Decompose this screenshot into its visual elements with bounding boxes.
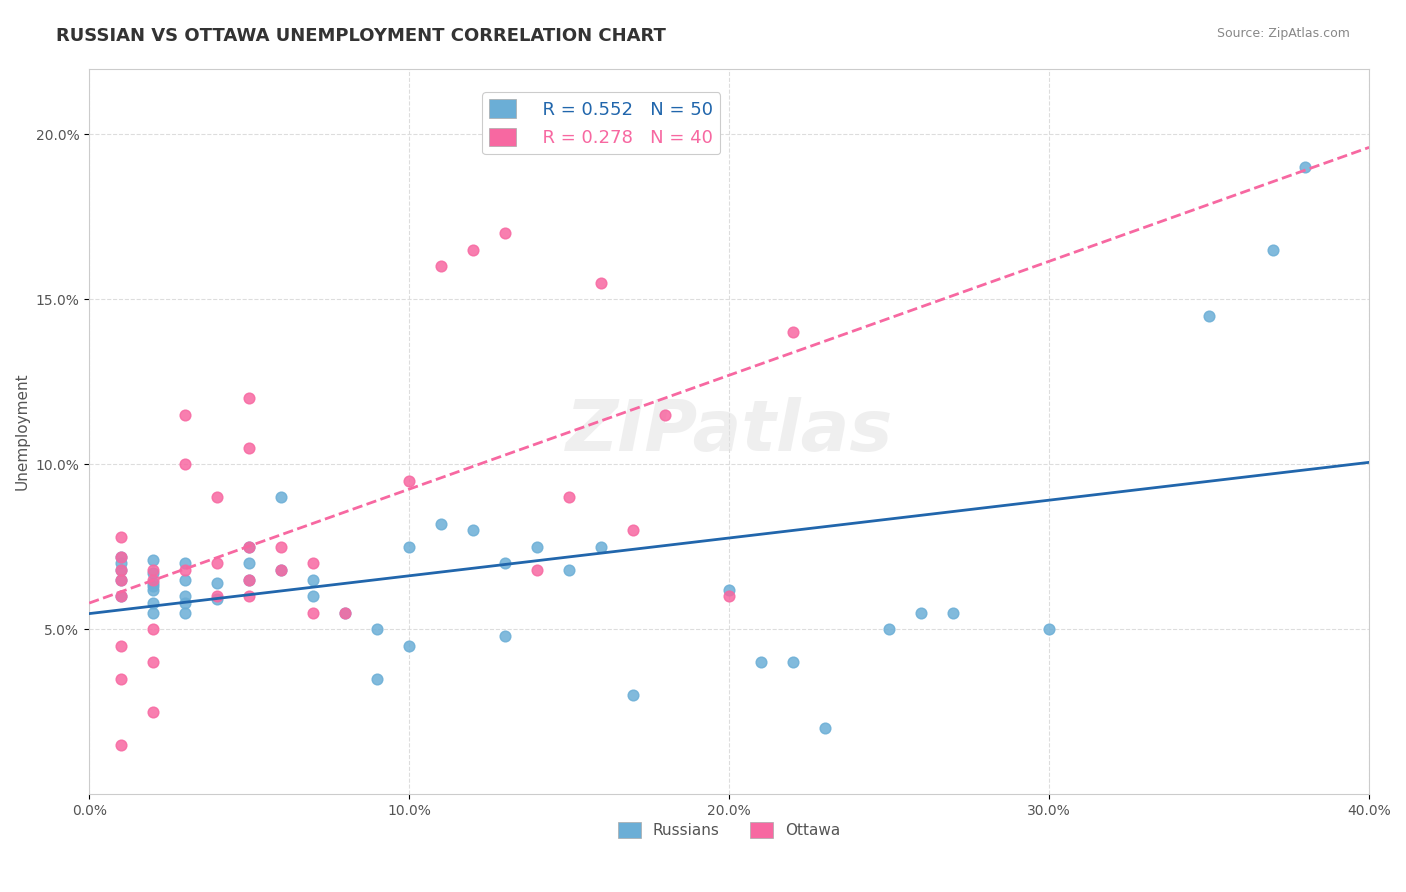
- Point: [782, 326, 804, 340]
- Point: [621, 523, 644, 537]
- Point: [398, 639, 420, 653]
- Point: [494, 227, 516, 241]
- Point: [110, 563, 132, 577]
- Point: [238, 540, 260, 554]
- Point: [782, 655, 804, 669]
- Point: [718, 582, 741, 597]
- Point: [526, 540, 548, 554]
- Point: [142, 553, 165, 567]
- Point: [110, 738, 132, 752]
- Point: [238, 573, 260, 587]
- Point: [749, 655, 772, 669]
- Point: [174, 589, 197, 603]
- Point: [398, 540, 420, 554]
- Point: [270, 490, 292, 504]
- Point: [142, 596, 165, 610]
- Point: [270, 540, 292, 554]
- Point: [142, 705, 165, 719]
- Point: [142, 582, 165, 597]
- Text: Source: ZipAtlas.com: Source: ZipAtlas.com: [1216, 27, 1350, 40]
- Point: [110, 573, 132, 587]
- Point: [142, 579, 165, 593]
- Point: [174, 563, 197, 577]
- Point: [463, 243, 485, 257]
- Point: [654, 408, 676, 422]
- Point: [205, 592, 228, 607]
- Point: [110, 549, 132, 564]
- Point: [205, 556, 228, 570]
- Point: [910, 606, 932, 620]
- Point: [142, 655, 165, 669]
- Point: [494, 556, 516, 570]
- Point: [142, 576, 165, 591]
- Point: [270, 563, 292, 577]
- Point: [558, 490, 581, 504]
- Point: [302, 556, 325, 570]
- Point: [302, 573, 325, 587]
- Point: [238, 556, 260, 570]
- Point: [205, 490, 228, 504]
- Point: [174, 606, 197, 620]
- Point: [591, 276, 613, 290]
- Point: [238, 392, 260, 406]
- Point: [205, 589, 228, 603]
- Point: [110, 549, 132, 564]
- Text: ZIPatlas: ZIPatlas: [565, 397, 893, 466]
- Point: [174, 408, 197, 422]
- Point: [110, 589, 132, 603]
- Point: [238, 589, 260, 603]
- Point: [591, 540, 613, 554]
- Point: [174, 596, 197, 610]
- Point: [366, 672, 388, 686]
- Point: [398, 474, 420, 488]
- Point: [110, 589, 132, 603]
- Point: [430, 260, 453, 274]
- Point: [1038, 622, 1060, 636]
- Text: RUSSIAN VS OTTAWA UNEMPLOYMENT CORRELATION CHART: RUSSIAN VS OTTAWA UNEMPLOYMENT CORRELATI…: [56, 27, 666, 45]
- Point: [526, 563, 548, 577]
- Point: [174, 457, 197, 471]
- Point: [333, 606, 356, 620]
- Point: [110, 556, 132, 570]
- Point: [1261, 243, 1284, 257]
- Point: [110, 672, 132, 686]
- Point: [877, 622, 900, 636]
- Point: [238, 441, 260, 455]
- Point: [174, 556, 197, 570]
- Point: [1294, 161, 1316, 175]
- Point: [174, 573, 197, 587]
- Point: [238, 540, 260, 554]
- Point: [302, 606, 325, 620]
- Point: [494, 629, 516, 643]
- Point: [718, 589, 741, 603]
- Point: [142, 563, 165, 577]
- Point: [205, 576, 228, 591]
- Point: [110, 563, 132, 577]
- Point: [142, 566, 165, 580]
- Point: [142, 606, 165, 620]
- Point: [270, 563, 292, 577]
- Point: [333, 606, 356, 620]
- Point: [942, 606, 965, 620]
- Point: [621, 688, 644, 702]
- Point: [814, 721, 837, 735]
- Point: [110, 639, 132, 653]
- Point: [558, 563, 581, 577]
- Point: [1198, 309, 1220, 323]
- Y-axis label: Unemployment: Unemployment: [15, 373, 30, 490]
- Point: [238, 573, 260, 587]
- Point: [142, 573, 165, 587]
- Point: [110, 530, 132, 544]
- Point: [110, 573, 132, 587]
- Point: [463, 523, 485, 537]
- Point: [430, 516, 453, 531]
- Legend: Russians, Ottawa: Russians, Ottawa: [612, 816, 846, 845]
- Point: [302, 589, 325, 603]
- Point: [142, 622, 165, 636]
- Point: [366, 622, 388, 636]
